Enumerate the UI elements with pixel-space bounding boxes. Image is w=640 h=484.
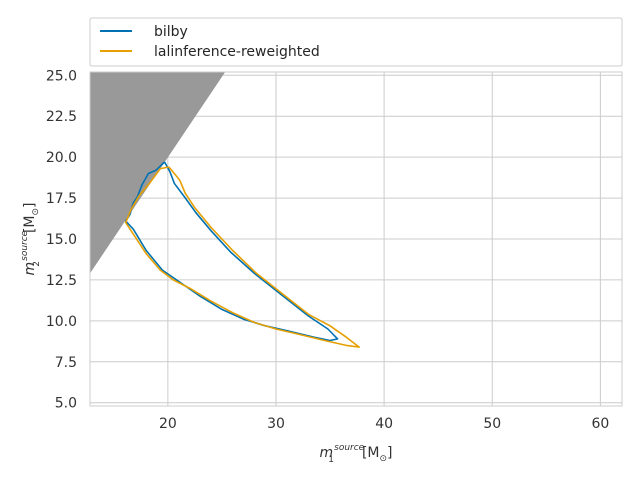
legend-label-bilby: bilby (154, 24, 188, 40)
x-axis-ticks: 20 30 40 50 60 (159, 416, 609, 432)
y-tick-label: 25.0 (46, 68, 77, 84)
legend-frame (89, 17, 623, 67)
legend: bilby lalinference-reweighted (89, 17, 623, 67)
plot-frame (89, 71, 623, 407)
grid (90, 72, 622, 406)
x-tick-label: 30 (267, 416, 285, 432)
y-tick-label: 15.0 (46, 232, 77, 248)
y-tick-label: 10.0 (46, 314, 77, 330)
y-tick-label: 20.0 (46, 150, 77, 166)
plot-area (89, 71, 623, 407)
y-tick-label: 5.0 (55, 396, 77, 412)
x-tick-label: 60 (591, 416, 609, 432)
x-axis-label: msource 1 [M⊙] (319, 443, 392, 465)
x-tick-label: 50 (483, 416, 501, 432)
y-axis-ticks: 5.0 7.5 10.0 12.5 15.0 17.5 20.0 22.5 25.0 (46, 68, 77, 411)
y-tick-label: 22.5 (46, 109, 77, 125)
y-axis-label: msource2[M⊙] (20, 202, 42, 275)
x-tick-label: 20 (159, 416, 177, 432)
legend-label-lalinference: lalinference-reweighted (154, 44, 320, 60)
series-line-lalinference-reweighted (124, 166, 360, 348)
series-layer (124, 161, 360, 348)
y-tick-label: 12.5 (46, 273, 77, 289)
y-tick-label: 7.5 (55, 355, 77, 371)
y-tick-label: 17.5 (46, 191, 77, 207)
x-tick-label: 40 (375, 416, 393, 432)
